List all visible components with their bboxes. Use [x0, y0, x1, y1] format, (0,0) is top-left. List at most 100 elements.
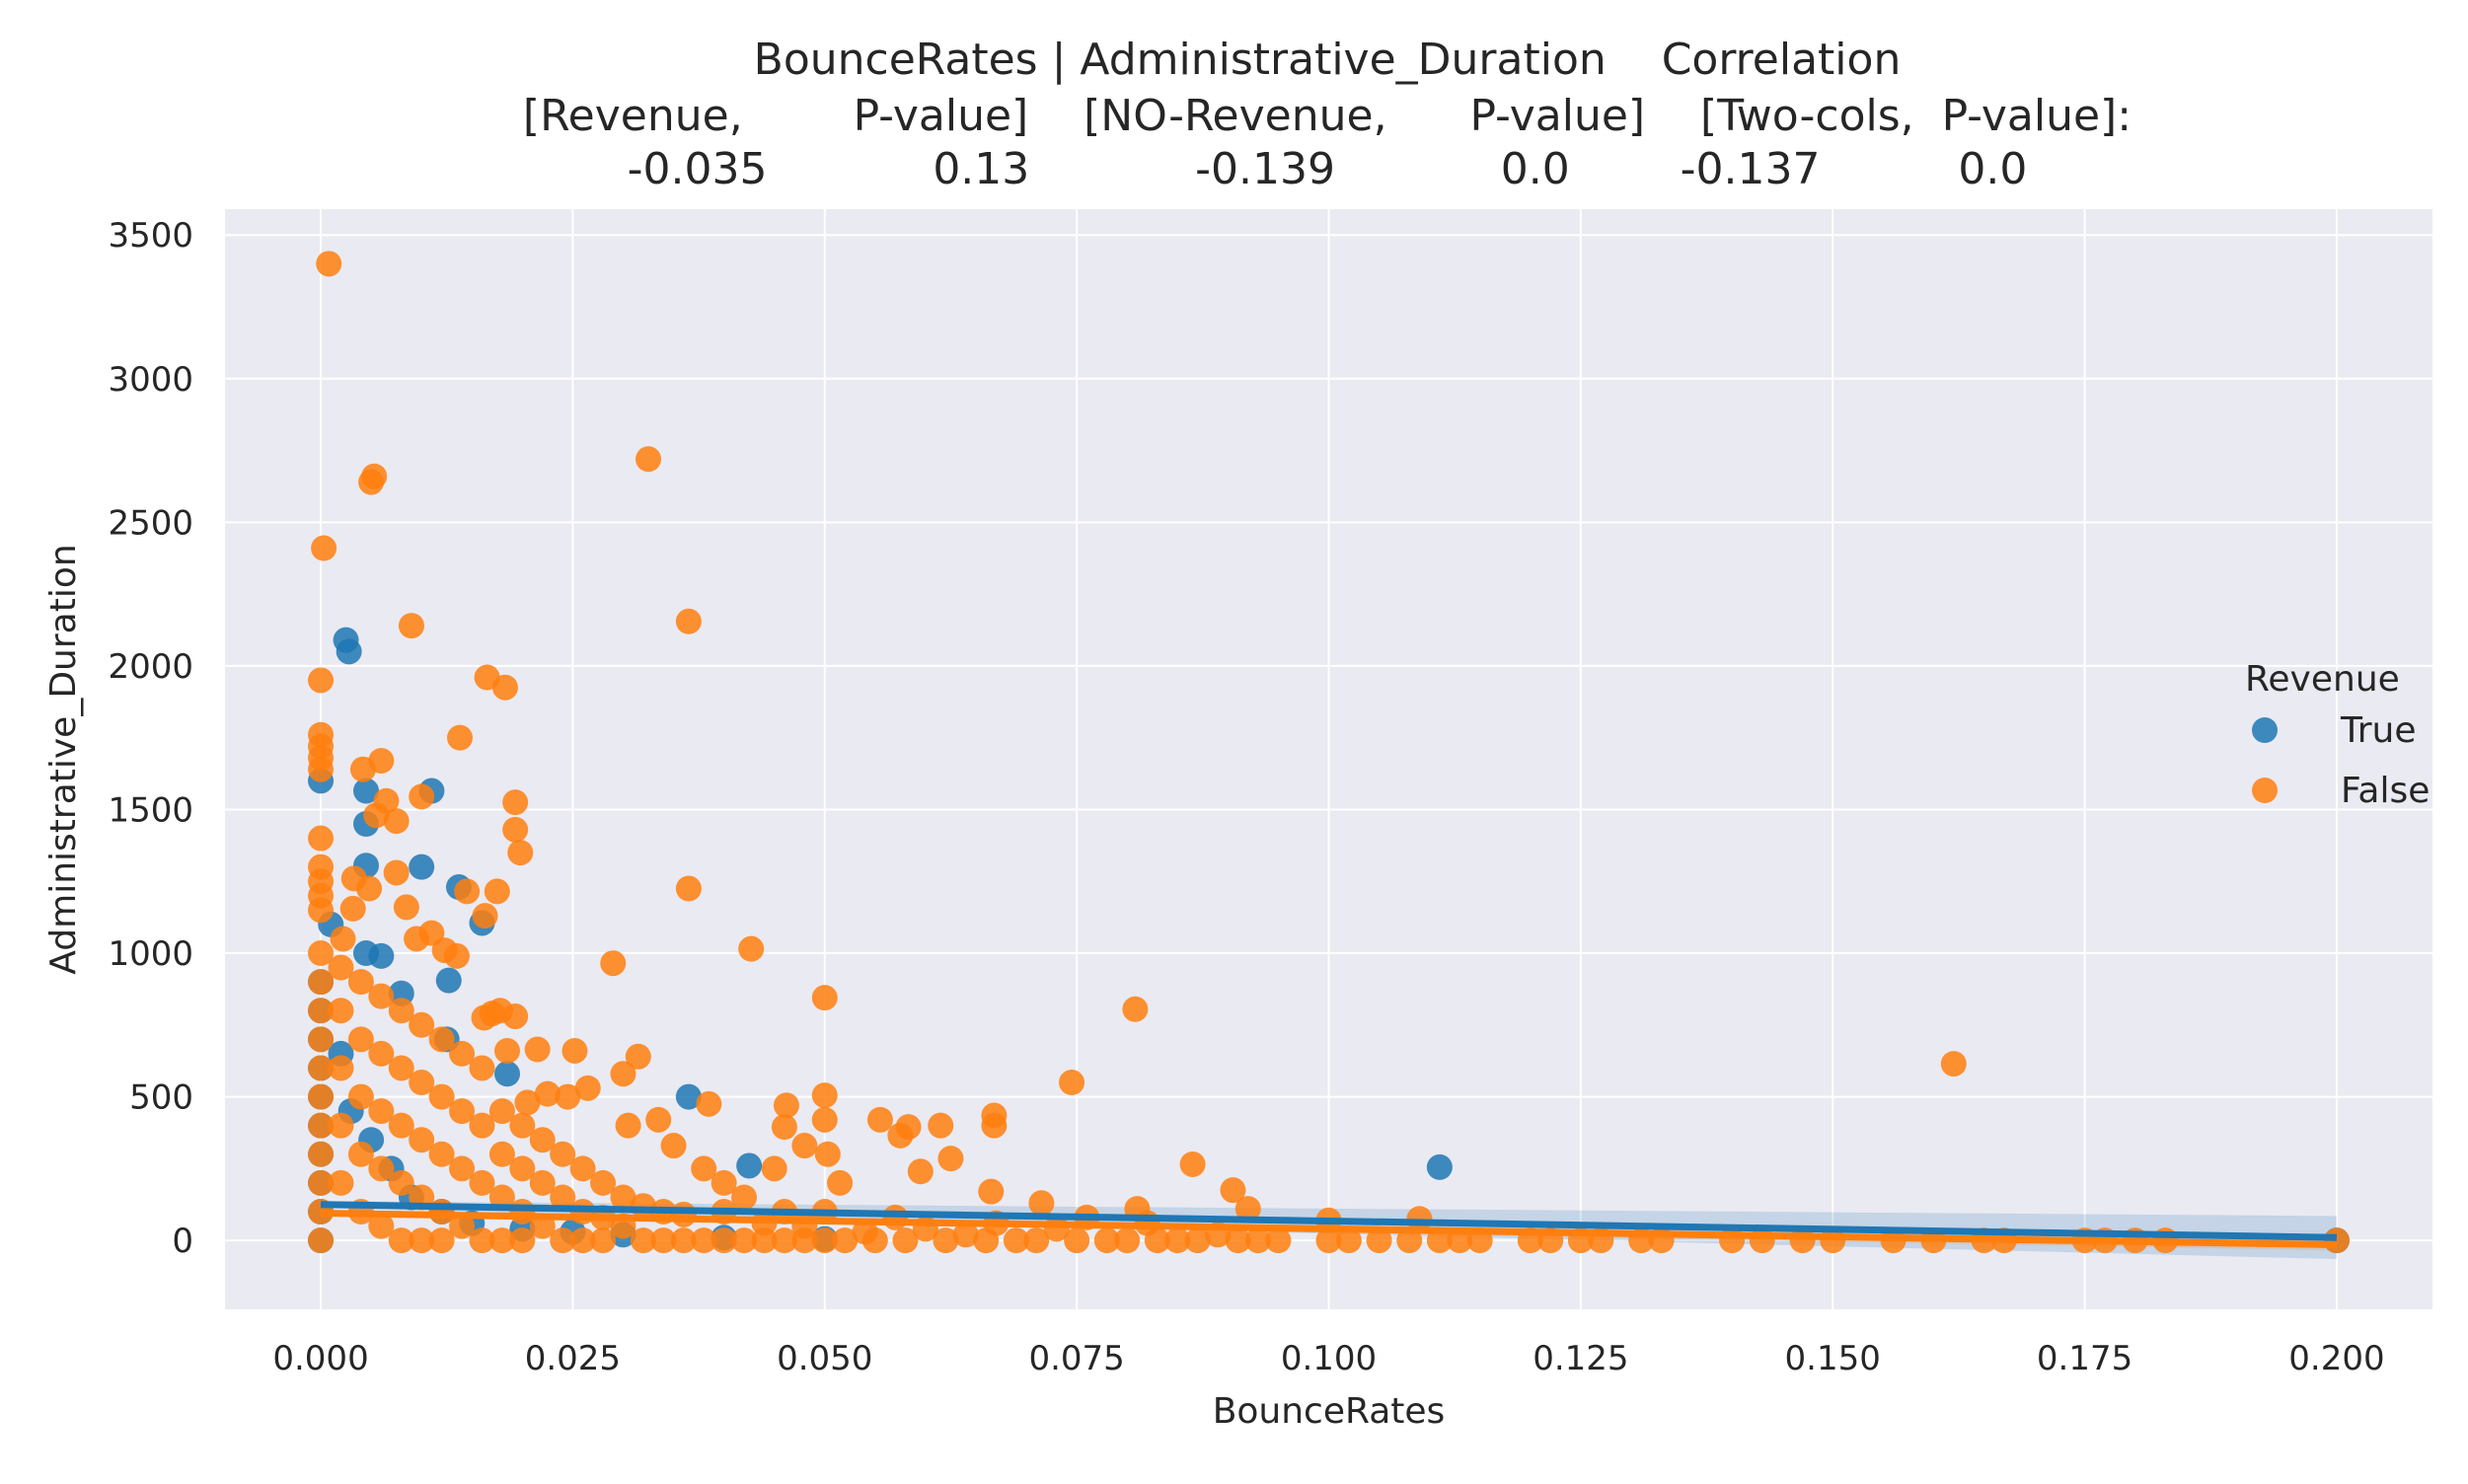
chart-title: BounceRates | Administrative_Duration Co… — [523, 35, 2131, 194]
data-point — [561, 1037, 588, 1064]
data-point — [791, 1133, 818, 1159]
data-point — [454, 878, 481, 905]
data-point — [1028, 1190, 1055, 1217]
data-point — [670, 1227, 697, 1254]
data-point — [569, 1155, 596, 1182]
data-point — [330, 926, 356, 952]
data-point — [887, 1122, 914, 1149]
x-tick-label: 0.000 — [272, 1339, 368, 1378]
data-point — [472, 903, 498, 929]
data-point — [1396, 1227, 1423, 1254]
data-point — [308, 940, 335, 967]
data-point — [1426, 1153, 1453, 1180]
data-point — [339, 895, 366, 922]
data-point — [569, 1227, 596, 1254]
data-point — [928, 1112, 954, 1139]
data-point — [502, 1003, 529, 1030]
legend-marker-true — [2252, 717, 2278, 743]
y-axis-label: Administrative_Duration — [43, 544, 84, 974]
data-point — [574, 1075, 601, 1101]
legend-marker-false — [2252, 778, 2278, 803]
data-point — [981, 1112, 1008, 1139]
data-point — [363, 802, 390, 829]
data-point — [347, 1083, 374, 1110]
data-point — [308, 1112, 335, 1139]
data-point — [771, 1227, 797, 1254]
data-point — [550, 1227, 576, 1254]
regression-line-true — [320, 1201, 2338, 1241]
data-point — [308, 1026, 335, 1053]
chart-title-line-2: [Revenue, P-value] [NO-Revenue, P-value]… — [523, 91, 2131, 141]
data-point — [388, 1227, 414, 1254]
data-point — [1366, 1227, 1392, 1254]
data-point — [738, 935, 765, 962]
data-point — [952, 1222, 979, 1248]
data-point — [358, 469, 385, 495]
data-point — [502, 789, 529, 816]
data-point — [1225, 1227, 1251, 1254]
data-point — [488, 1227, 515, 1254]
data-point — [469, 1112, 495, 1139]
data-point — [811, 1227, 838, 1254]
data-point — [550, 1184, 576, 1211]
data-point — [447, 724, 474, 751]
x-tick-label: 0.200 — [2288, 1339, 2384, 1378]
data-point — [494, 1061, 521, 1087]
data-point — [524, 1036, 551, 1063]
data-point — [650, 1227, 677, 1254]
data-point — [892, 1227, 919, 1254]
data-point — [1179, 1150, 1206, 1177]
data-point — [368, 1155, 395, 1182]
data-point — [660, 1133, 687, 1159]
data-point — [368, 983, 395, 1009]
data-point — [488, 1141, 515, 1167]
data-point — [670, 1201, 697, 1227]
data-point — [368, 1213, 395, 1239]
data-point — [494, 1037, 521, 1064]
data-point — [336, 638, 362, 665]
x-tick-label: 0.075 — [1028, 1339, 1124, 1378]
data-point — [550, 1141, 576, 1167]
data-point — [484, 878, 510, 905]
data-point — [328, 1112, 354, 1139]
regression-line-false — [320, 1209, 2338, 1248]
regression-lines — [320, 1201, 2338, 1248]
data-point — [736, 1152, 763, 1179]
data-point — [383, 808, 410, 835]
data-point — [308, 1141, 335, 1167]
data-point — [328, 1055, 354, 1081]
data-point — [308, 998, 335, 1024]
data-point — [449, 1098, 476, 1125]
legend: Revenue True False — [2245, 659, 2430, 811]
data-point — [311, 535, 337, 561]
data-point — [383, 859, 410, 886]
data-point — [529, 1169, 556, 1196]
data-point — [428, 1026, 455, 1053]
data-point — [534, 1080, 561, 1107]
data-point — [675, 1083, 702, 1110]
data-point — [1059, 1070, 1085, 1096]
data-point — [1335, 1227, 1362, 1254]
data-point — [308, 1055, 335, 1081]
data-point — [368, 942, 395, 969]
data-point — [514, 1089, 541, 1116]
data-point — [509, 1227, 536, 1254]
data-point — [502, 816, 529, 843]
data-point — [488, 1184, 515, 1211]
y-tick-label: 1500 — [108, 790, 193, 830]
x-tick-label: 0.050 — [777, 1339, 872, 1378]
data-point — [328, 954, 354, 981]
data-point — [449, 1040, 476, 1067]
data-point — [751, 1227, 778, 1254]
data-point — [630, 1227, 656, 1254]
data-point — [1122, 996, 1149, 1022]
data-point — [811, 1106, 838, 1133]
chart-title-line-1: BounceRates | Administrative_Duration Co… — [754, 35, 1902, 85]
y-tick-labels: 0 500 1000 1500 2000 2500 3000 3500 — [108, 216, 193, 1261]
data-point — [731, 1227, 758, 1254]
y-tick-label: 2000 — [108, 647, 193, 687]
data-point — [1315, 1227, 1342, 1254]
data-point — [811, 1082, 838, 1109]
y-tick-label: 0 — [172, 1222, 193, 1261]
data-point — [675, 875, 702, 902]
